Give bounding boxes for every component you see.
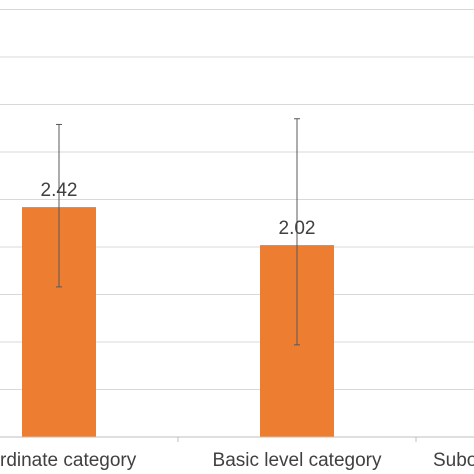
- x-tick-labels: rdinate category Basic level category Subo: [0, 450, 474, 471]
- bars: [22, 207, 334, 437]
- x-tick-label: Subo: [433, 450, 474, 471]
- x-tick-label: rdinate category: [0, 450, 137, 471]
- error-bars: [56, 118, 300, 346]
- x-tick-marks: [177, 437, 417, 442]
- data-label: 2.02: [279, 218, 316, 239]
- data-label: 2.42: [41, 180, 78, 201]
- data-labels: 2.42 2.02: [41, 180, 316, 239]
- x-tick-label: Basic level category: [213, 450, 382, 471]
